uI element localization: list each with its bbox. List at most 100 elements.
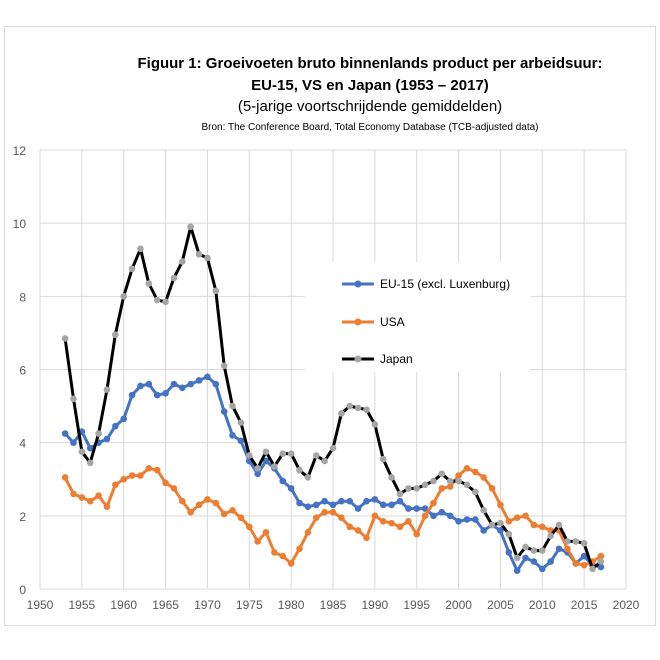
data-point (128, 265, 136, 273)
legend-swatch-marker (354, 280, 362, 288)
data-point (522, 554, 529, 562)
data-point (229, 507, 236, 514)
data-point (262, 528, 270, 536)
data-point (254, 470, 261, 478)
data-point (103, 503, 111, 510)
data-point (363, 534, 370, 542)
data-point (170, 485, 178, 492)
legend-swatch-marker (354, 355, 362, 363)
data-point (229, 432, 236, 439)
data-point (112, 331, 119, 339)
x-tick-label: 1970 (194, 598, 221, 612)
data-point (438, 470, 446, 478)
data-point (187, 508, 194, 516)
x-tick-label: 1990 (362, 598, 389, 612)
data-point (120, 293, 128, 300)
legend-box (305, 262, 530, 372)
data-point (463, 464, 471, 472)
legend-label: USA (380, 315, 405, 329)
data-point (271, 463, 278, 470)
data-point (86, 497, 94, 505)
data-point (513, 554, 521, 562)
data-point (580, 552, 588, 560)
data-point (564, 538, 571, 545)
data-point (296, 545, 303, 553)
data-point (572, 538, 580, 545)
chart-title: Figuur 1: Groeivoeten bruto binnenlands … (137, 55, 603, 72)
data-point (220, 510, 228, 518)
data-point (472, 468, 479, 476)
data-point (61, 474, 69, 481)
data-point (580, 561, 588, 569)
data-point (137, 245, 144, 253)
x-tick-label: 2010 (529, 598, 556, 612)
data-point (179, 258, 186, 265)
data-point (530, 558, 538, 565)
data-point (446, 477, 454, 485)
data-point (312, 501, 320, 509)
data-point (522, 543, 529, 551)
data-point (555, 521, 563, 529)
data-point (128, 391, 136, 399)
data-point (329, 501, 337, 509)
data-point (488, 521, 496, 529)
data-point (522, 512, 529, 520)
data-point (363, 406, 370, 414)
data-point (204, 373, 211, 381)
data-point (379, 455, 387, 463)
data-point (179, 497, 186, 505)
data-point (547, 532, 554, 540)
data-point (572, 560, 580, 567)
data-point (354, 404, 362, 412)
x-tick-label: 2020 (613, 598, 640, 612)
data-point (145, 280, 153, 287)
x-tick-label: 2005 (487, 598, 514, 612)
data-point (488, 485, 496, 492)
data-point (212, 287, 220, 295)
data-point (430, 477, 437, 485)
legend-label: Japan (380, 352, 413, 366)
data-point (220, 408, 228, 415)
data-point (78, 494, 86, 501)
data-point (346, 523, 354, 531)
data-point (396, 490, 404, 498)
data-point (86, 444, 94, 452)
data-point (413, 485, 421, 492)
data-point (413, 530, 421, 538)
data-point (103, 386, 111, 393)
data-point (153, 466, 161, 474)
data-point (472, 488, 479, 496)
data-point (254, 538, 261, 545)
data-point (237, 419, 245, 426)
data-point (279, 552, 287, 560)
data-point (137, 382, 144, 390)
data-point (204, 496, 211, 503)
data-point (363, 497, 370, 505)
data-point (162, 298, 169, 306)
data-point (580, 539, 588, 547)
data-point (388, 474, 395, 481)
data-point (103, 435, 111, 443)
y-tick-label: 8 (19, 290, 26, 304)
data-point (346, 497, 354, 505)
data-point (497, 519, 504, 527)
data-point (61, 430, 69, 437)
data-point (153, 296, 161, 304)
data-point (245, 523, 253, 531)
data-point (480, 527, 487, 534)
data-point (287, 450, 295, 457)
data-point (538, 547, 546, 554)
y-tick-label: 6 (19, 364, 26, 378)
data-point (170, 380, 178, 388)
data-point (455, 472, 462, 479)
data-point (371, 496, 379, 503)
data-point (321, 508, 328, 516)
data-point (505, 518, 513, 525)
data-point (170, 274, 178, 282)
data-point (271, 549, 278, 556)
data-point (455, 477, 462, 485)
data-point (187, 223, 194, 231)
y-tick-label: 0 (19, 583, 26, 597)
data-point (597, 563, 605, 571)
data-point (195, 377, 203, 384)
